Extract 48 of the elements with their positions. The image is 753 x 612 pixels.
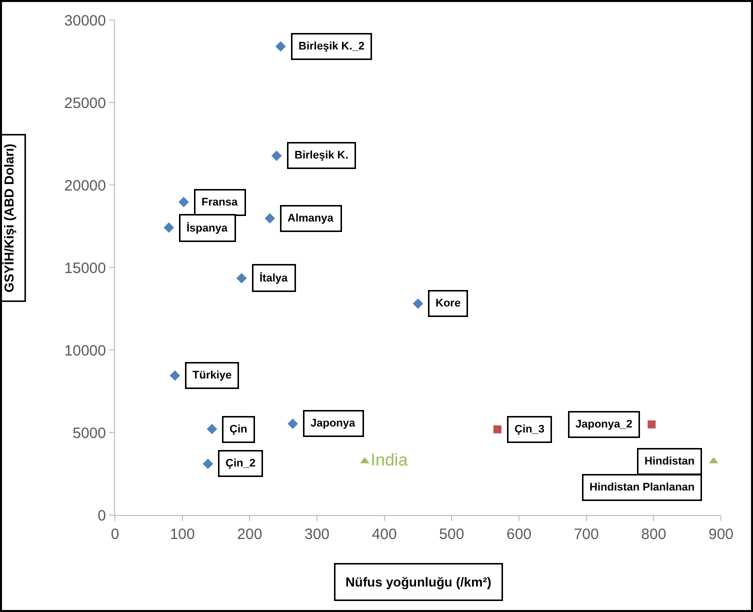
annotation: İtalya	[260, 272, 289, 284]
annotation: Japonya	[310, 418, 356, 430]
point	[648, 420, 656, 428]
y-tick-label: 5000	[72, 424, 106, 442]
annotation: İspanya	[186, 222, 228, 234]
point	[178, 196, 189, 208]
x-tick-label: 500	[439, 526, 464, 543]
x-tick-label: 800	[641, 526, 666, 543]
annotation: Fransa	[202, 196, 238, 208]
annotation: Hindistan Planlanan	[590, 482, 695, 494]
annotation: Çin_2	[226, 458, 256, 470]
annotation: Kore	[436, 298, 461, 310]
y-axis-title: GSYİH/Kişi (ABD Doları)	[1, 144, 16, 292]
y-tick-label: 15000	[64, 260, 106, 277]
y-tick-label: 30000	[64, 12, 106, 30]
annotation: Birleşik K._2	[298, 40, 365, 52]
annotation: Çin_3	[514, 424, 544, 436]
x-tick-label: 300	[304, 526, 330, 543]
y-tick-label: 0	[98, 507, 106, 524]
annotation: Birleşik K.	[294, 150, 348, 162]
x-tick-label: 200	[237, 526, 262, 543]
point	[412, 298, 424, 309]
x-tick-label: 100	[170, 526, 195, 543]
annotation: Japonya_2	[576, 418, 632, 430]
point	[170, 370, 180, 381]
point	[264, 213, 276, 224]
annotation: Almanya	[288, 212, 334, 224]
point	[164, 222, 174, 233]
x-tick-label: 700	[574, 526, 599, 543]
x-tick-label: 600	[506, 526, 532, 543]
y-tick-label: 20000	[64, 177, 106, 194]
y-tick-label: 10000	[64, 342, 106, 360]
x-tick-label: 0	[110, 526, 120, 543]
point	[202, 458, 214, 470]
point	[271, 150, 282, 161]
y-tick-label: 25000	[64, 94, 106, 112]
annotation: Türkiye	[192, 370, 232, 382]
data-label: India	[370, 450, 408, 470]
point	[493, 425, 502, 434]
point	[206, 424, 218, 434]
x-axis-title: Nüfus yoğunluğu (/km²)	[346, 574, 492, 590]
x-tick-label: 400	[372, 526, 397, 543]
annotation: Çin	[230, 424, 248, 436]
point	[288, 418, 298, 429]
point	[275, 41, 286, 52]
point	[236, 273, 247, 284]
x-tick-label: 900	[708, 526, 734, 543]
annotation: Hindistan	[644, 456, 695, 468]
